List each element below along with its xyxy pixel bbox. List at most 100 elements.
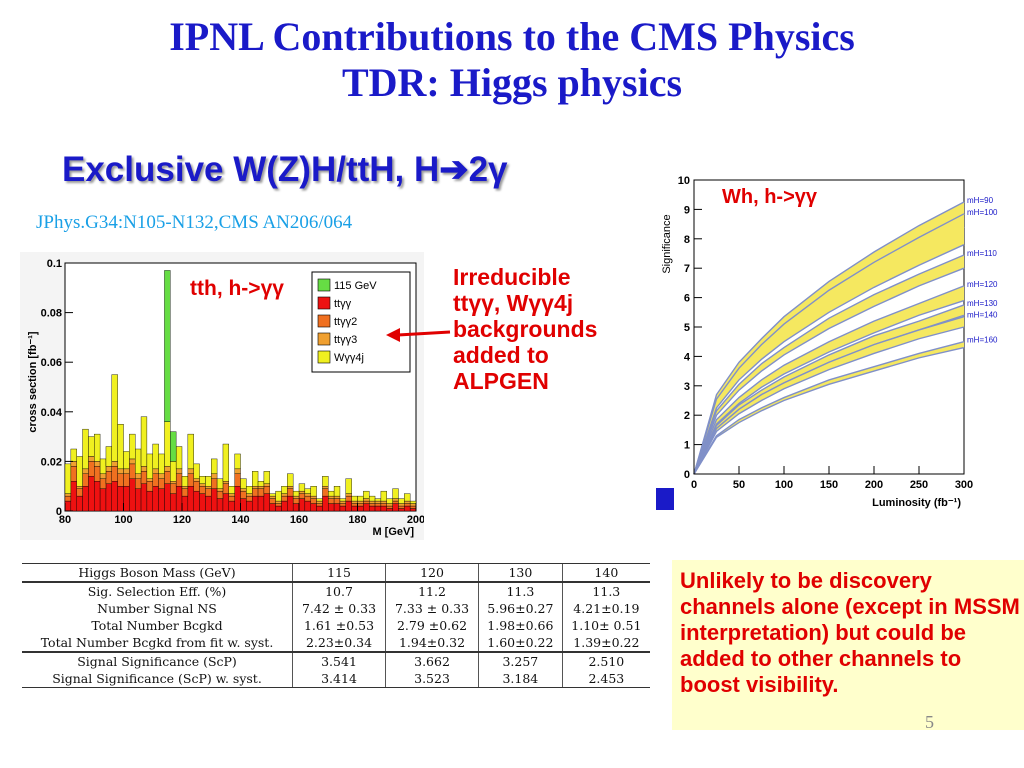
histogram-bar-3-15	[152, 443, 159, 470]
histogram-bar-1-23	[199, 485, 206, 494]
histogram-bar-2-13	[140, 466, 148, 472]
histogram-bar-2-40	[298, 490, 306, 494]
table-cell: 1.61 ±0.53	[291, 617, 386, 634]
histogram-bar-3-44	[322, 476, 329, 487]
histogram-bar-1-17	[164, 471, 171, 484]
histogram-bar-3-58	[404, 493, 411, 502]
histogram-bar-0-1	[70, 481, 77, 512]
histogram-x-tick-label: 140	[231, 514, 249, 526]
mass-curve-label: mH=160	[967, 336, 998, 345]
histogram-bar-2-29	[234, 468, 241, 474]
legend-swatch	[317, 296, 331, 310]
histogram-bar-1-56	[392, 500, 399, 504]
histogram-bar-2-0	[64, 493, 72, 497]
histogram-bar-0-29	[234, 485, 241, 512]
table-cell: 1.39±0.22	[561, 634, 650, 653]
histogram-bar-1-47	[339, 503, 347, 507]
table-cell: 1.60±0.22	[478, 634, 563, 653]
table-cell: Total Number Bcgkd	[91, 618, 223, 633]
histogram-bar-3-8	[111, 374, 118, 462]
significance-y-tick-label: 0	[684, 469, 690, 481]
histogram-bar-0-43	[316, 505, 323, 512]
histogram-bar-2-4	[88, 456, 95, 462]
histogram-bars	[64, 270, 417, 512]
histogram-bar-2-33	[257, 485, 265, 489]
histogram-bar-2-3	[82, 468, 89, 474]
histogram-bar-3-53	[374, 498, 382, 502]
histogram-bar-2-25	[211, 473, 218, 479]
significance-band-1	[694, 213, 964, 474]
histogram-bar-0-42	[310, 503, 317, 512]
irreducible-line-2: ttγγ, Wγγ4j	[453, 290, 574, 316]
histogram-bar-0-35	[269, 503, 276, 512]
histogram-bar-3-4	[88, 436, 95, 457]
table-cell: Sig. Selection Eff. (%)	[87, 584, 227, 599]
histogram-bar-1-50	[357, 503, 364, 507]
table-cell: 3.523	[385, 670, 479, 688]
legend-label: ttγγ2	[334, 316, 357, 328]
histogram-bar-3-7	[105, 446, 112, 467]
histogram-bar-3-41	[304, 488, 311, 494]
histogram-bar-3-43	[316, 498, 323, 502]
histogram-bar-0-56	[392, 503, 399, 512]
histogram-bar-2-28	[228, 493, 235, 497]
histogram-bar-3-22	[193, 463, 200, 479]
histogram-bar-1-59	[409, 505, 417, 509]
histogram-bar-1-19	[175, 473, 183, 487]
histogram-bar-3-37	[281, 485, 288, 494]
significance-x-tick-label: 200	[865, 479, 883, 491]
table-cell: 3.257	[478, 652, 563, 670]
significance-y-tick-label: 9	[684, 204, 690, 216]
histogram-x-tick-label: 80	[59, 514, 71, 526]
title-line-2: TDR: Higgs physics	[341, 60, 683, 105]
legend-swatch	[317, 278, 331, 292]
histogram-bar-3-19	[175, 446, 183, 470]
histogram-bar-0-26	[216, 498, 224, 512]
histogram-bar-3-12	[134, 448, 142, 474]
histogram-bar-0-40	[298, 498, 306, 512]
histogram-bar-2-14	[146, 478, 153, 482]
histogram-bar-2-22	[193, 478, 200, 482]
significance-line-high-6	[693, 341, 965, 475]
significance-line-high-0	[693, 201, 965, 475]
histogram-bar-3-3	[82, 428, 89, 470]
histogram-bar-1-25	[211, 478, 218, 489]
legend-label: Wγγ4j	[334, 352, 364, 364]
histogram-bar-2-6	[99, 473, 107, 479]
histogram-bar-1-36	[275, 503, 282, 507]
significance-y-tick-label: 3	[684, 381, 690, 393]
histogram-bar-2-23	[199, 483, 206, 487]
histogram-y-tick-label: 0	[56, 506, 62, 518]
histogram-bar-0-49	[351, 505, 358, 512]
histogram-bar-3-14	[146, 453, 153, 479]
histogram-axes: 80 100 120 140 160 180 200 0 0.02 0.04 0.06 0.08 0.1	[41, 258, 424, 526]
histogram-bar-0-31	[246, 500, 253, 512]
histogram-bar-0-12	[134, 488, 142, 512]
histogram-bar-1-54	[380, 503, 387, 507]
histogram-bar-0-3	[82, 485, 89, 512]
significance-y-tick-label: 1	[684, 440, 690, 452]
histogram-bar-0-0	[64, 500, 72, 512]
histogram-bar-3-21	[187, 433, 194, 470]
histogram-bar-2-26	[216, 488, 224, 492]
mass-curve-labels: mH=90 mH=100 mH=110 mH=120 mH=130 mH=140 mH=16…	[967, 196, 998, 345]
histogram-bar-3-32	[251, 471, 259, 487]
histogram-bar-0-59	[409, 508, 417, 512]
title-line-1: IPNL Contributions to the CMS Physics	[169, 14, 855, 59]
legend-swatch	[317, 332, 331, 346]
table-cell: 1.98±0.66	[478, 617, 563, 634]
histogram-bar-2-32	[251, 485, 259, 489]
histogram-bar-2-46	[333, 495, 341, 499]
histogram-bar-1-6	[99, 478, 107, 489]
significance-y-axis-label: Significance	[661, 214, 673, 273]
histogram-bar-1-51	[363, 500, 370, 504]
histogram-bar-2-16	[158, 473, 165, 479]
histogram-bar-0-17	[164, 483, 171, 512]
histogram-bar-2-31	[246, 493, 253, 497]
histogram-bar-0-55	[386, 508, 393, 512]
histogram-bar-1-53	[374, 503, 382, 507]
histogram-bar-1-37	[281, 495, 288, 502]
histogram-bar-3-52	[369, 495, 376, 502]
histogram-bar-2-24	[205, 485, 212, 489]
histogram-bar-0-37	[281, 500, 288, 512]
